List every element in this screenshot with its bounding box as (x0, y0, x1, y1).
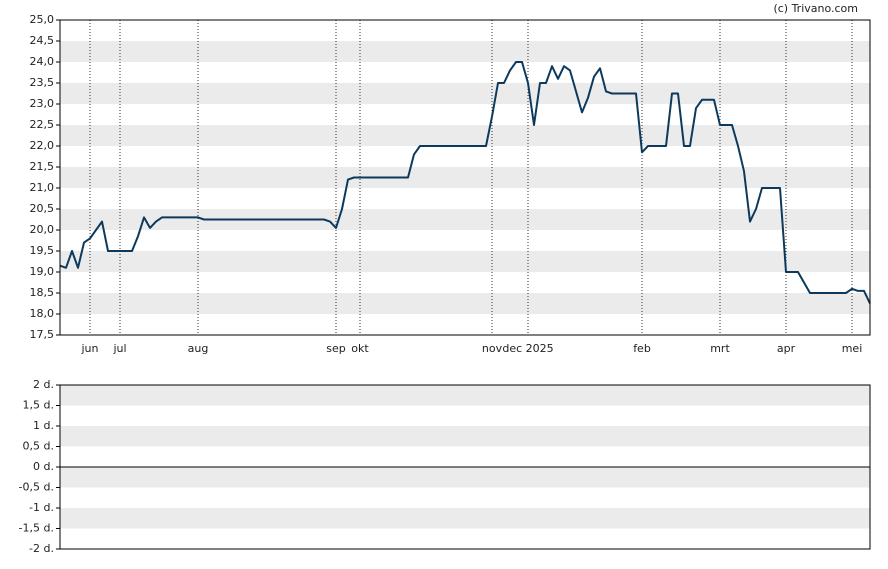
y-tick-label: 23,5 (30, 76, 55, 89)
y-tick-label: -1 d. (29, 501, 54, 514)
y-tick-label: 22,0 (30, 139, 55, 152)
x-tick-label: apr (777, 342, 796, 355)
y-tick-label: 21,0 (30, 181, 55, 194)
grid-band (60, 167, 870, 188)
y-tick-label: 1,5 d. (23, 399, 54, 412)
y-tick-label: 2 d. (33, 378, 54, 391)
y-tick-label: 24,5 (30, 34, 55, 47)
grid-band (60, 41, 870, 62)
grid-band (60, 209, 870, 230)
y-tick-label: 0,5 d. (23, 440, 54, 453)
y-tick-label: 17,5 (30, 328, 55, 341)
y-tick-label: 18,0 (30, 307, 55, 320)
grid-band (60, 251, 870, 272)
grid-band (60, 125, 870, 146)
x-tick-label: jul (112, 342, 126, 355)
grid-band (60, 385, 870, 406)
x-tick-label: aug (188, 342, 209, 355)
y-tick-label: 24,0 (30, 55, 55, 68)
grid-band (60, 508, 870, 529)
source: (c) Trivano.com (773, 2, 858, 15)
x-tick-label: mei (842, 342, 863, 355)
plot-frame (59, 19, 871, 336)
x-tick-label: jun (81, 342, 99, 355)
price-line (59, 61, 871, 304)
y-tick-label: -1,5 d. (19, 522, 54, 535)
y-tick-label: 19,0 (30, 265, 55, 278)
grid-band (60, 426, 870, 447)
x-tick-label: feb (633, 342, 651, 355)
y-tick-label: 19,5 (30, 244, 55, 257)
x-tick-label: mrt (710, 342, 730, 355)
grid-band (60, 293, 870, 314)
y-tick-label: -2 d. (29, 542, 54, 555)
y-tick-label: 18,5 (30, 286, 55, 299)
grid-band (60, 83, 870, 104)
y-tick-label: -0,5 d. (19, 481, 54, 494)
y-tick-label: 21,5 (30, 160, 55, 173)
y-tick-label: 0 d. (33, 460, 54, 473)
y-tick-label: 23,0 (30, 97, 55, 110)
y-tick-label: 22,5 (30, 118, 55, 131)
x-tick-label: okt (351, 342, 369, 355)
y-tick-label: 20,5 (30, 202, 55, 215)
y-tick-label: 1 d. (33, 419, 54, 432)
x-tick-label: nov (482, 342, 503, 355)
grid-band (60, 467, 870, 488)
y-tick-label: 20,0 (30, 223, 55, 236)
x-tick-label: dec 2025 (502, 342, 553, 355)
plot-frame (59, 384, 871, 550)
x-tick-label: sep (326, 342, 345, 355)
y-tick-label: 25,0 (30, 13, 55, 26)
